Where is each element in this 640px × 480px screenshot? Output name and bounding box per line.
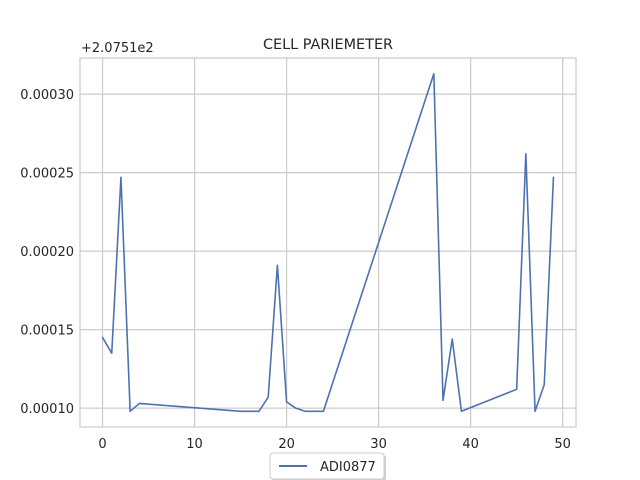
series-line-adi0877 (101, 72, 555, 413)
legend: ADI0877 (269, 452, 386, 480)
chart-title: CELL PARIEMETER (263, 37, 393, 53)
plot-frame (79, 57, 577, 428)
series-layer (101, 72, 555, 413)
y-tick-label: 0.00030 (20, 88, 74, 103)
legend-box (269, 452, 385, 480)
y-axis-offset-text: +2.0751e2 (81, 41, 154, 56)
x-tick-label: 20 (278, 437, 295, 452)
y-tick-label: 0.00025 (20, 167, 74, 182)
grid (80, 58, 576, 427)
x-tick-label: 40 (462, 437, 479, 452)
y-tick-label: 0.00020 (20, 245, 74, 260)
x-tick-label: 50 (554, 437, 571, 452)
x-axis-ticks: 0 10 20 30 40 50 (98, 437, 571, 452)
y-tick-label: 0.00015 (20, 324, 74, 339)
legend-label: ADI0877 (320, 460, 376, 475)
y-axis-ticks: 0.00010 0.00015 0.00020 0.00025 0.00030 (20, 88, 74, 417)
x-tick-label: 10 (186, 437, 203, 452)
y-tick-label: 0.00010 (20, 402, 74, 417)
x-tick-label: 30 (370, 437, 387, 452)
x-tick-label: 0 (98, 437, 106, 452)
